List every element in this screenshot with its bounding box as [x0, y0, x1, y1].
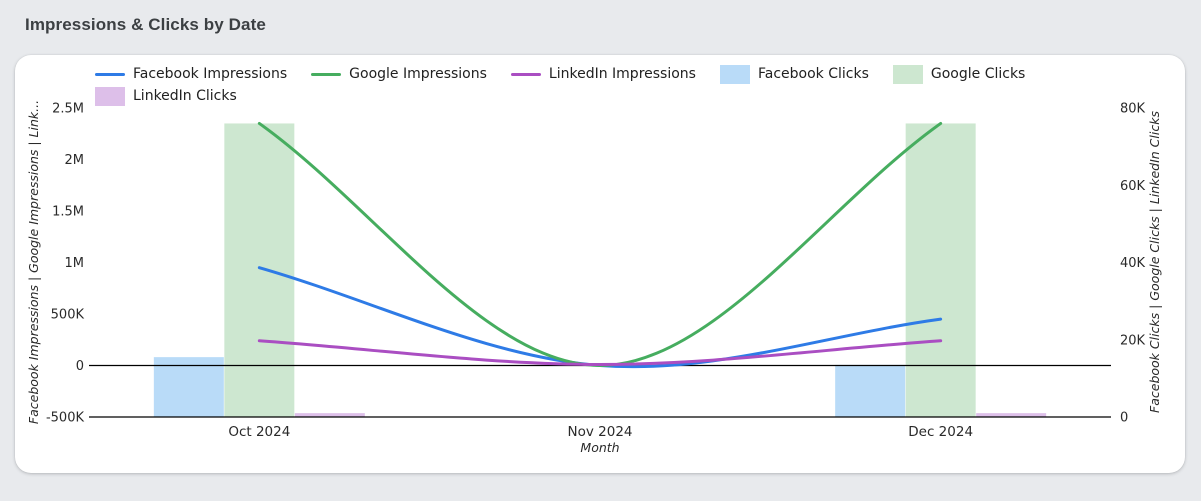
- legend-label: Google Impressions: [349, 66, 487, 82]
- legend-item-facebook-impressions[interactable]: Facebook Impressions: [95, 64, 287, 85]
- legend-label: LinkedIn Clicks: [133, 88, 237, 104]
- page-title: Impressions & Clicks by Date: [25, 15, 266, 34]
- legend-label: Facebook Impressions: [133, 66, 288, 82]
- legend-row: Facebook Impressions Google Impressions …: [95, 64, 1165, 85]
- linkedin-impressions-swatch-icon: [510, 73, 541, 76]
- facebook-clicks-swatch-icon: [719, 65, 750, 84]
- facebook-impressions-swatch-icon: [95, 73, 125, 76]
- linkedin-clicks-swatch-icon: [95, 87, 125, 106]
- legend-label: Google Clicks: [930, 66, 1026, 82]
- legend-label: Facebook Clicks: [757, 66, 869, 82]
- chart-card: Facebook Impressions Google Impressions …: [15, 55, 1185, 473]
- legend-item-facebook-clicks[interactable]: Facebook Clicks: [719, 64, 869, 85]
- legend-item-google-impressions[interactable]: Google Impressions: [311, 64, 487, 85]
- legend-item-linkedin-impressions[interactable]: LinkedIn Impressions: [510, 64, 696, 85]
- legend-label: LinkedIn Impressions: [548, 66, 696, 82]
- chart-legend: Facebook Impressions Google Impressions …: [95, 64, 1165, 107]
- google-impressions-swatch-icon: [311, 73, 342, 76]
- legend-item-google-clicks[interactable]: Google Clicks: [892, 64, 1026, 85]
- legend-row: LinkedIn Clicks: [95, 86, 1165, 107]
- google-clicks-swatch-icon: [892, 65, 923, 84]
- legend-item-linkedin-clicks[interactable]: LinkedIn Clicks: [95, 86, 237, 107]
